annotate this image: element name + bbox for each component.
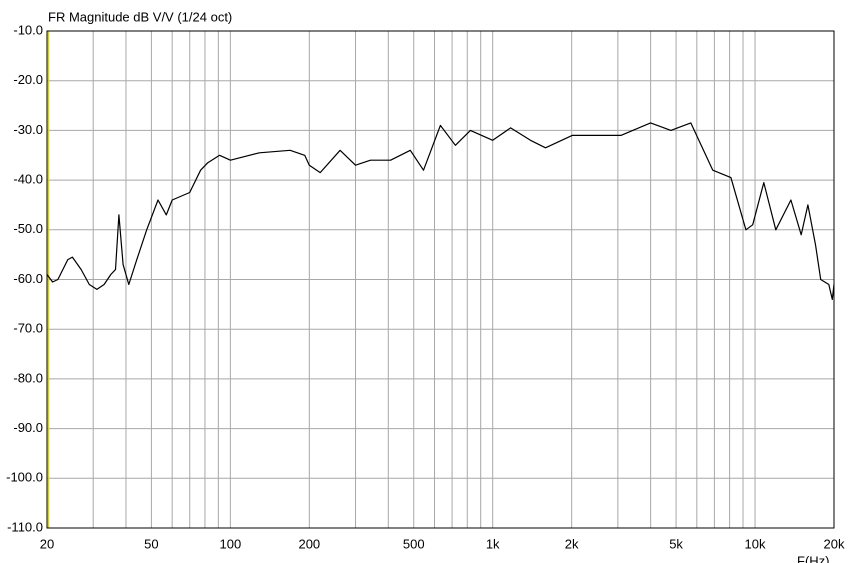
x-tick-label: 1k	[486, 536, 500, 551]
y-tick-label: -10.0	[13, 22, 43, 37]
chart-title: FR Magnitude dB V/V (1/24 oct)	[48, 9, 232, 24]
y-tick-label: -60.0	[13, 271, 43, 286]
x-tick-label: 20	[40, 536, 54, 551]
y-tick-label: -80.0	[13, 370, 43, 385]
y-tick-label: -40.0	[13, 172, 43, 187]
x-tick-label: 10k	[745, 536, 766, 551]
x-tick-label: 200	[298, 536, 320, 551]
y-tick-label: -50.0	[13, 221, 43, 236]
x-tick-label: 100	[220, 536, 242, 551]
x-tick-label: 20k	[824, 536, 845, 551]
x-tick-label: 500	[403, 536, 425, 551]
y-tick-label: -110.0	[7, 519, 43, 534]
y-tick-label: -20.0	[13, 72, 43, 87]
x-tick-label: 50	[144, 536, 158, 551]
y-tick-label: -90.0	[13, 420, 43, 435]
y-tick-label: -70.0	[13, 321, 43, 336]
data-line	[46, 122, 835, 300]
plot-frame	[46, 30, 835, 529]
y-tick-label: -30.0	[13, 122, 43, 137]
x-tick-label: 2k	[565, 536, 579, 551]
y-tick-label: -100.0	[6, 470, 43, 485]
x-tick-label: 5k	[669, 536, 683, 551]
x-axis-label: F(Hz)	[797, 553, 830, 563]
